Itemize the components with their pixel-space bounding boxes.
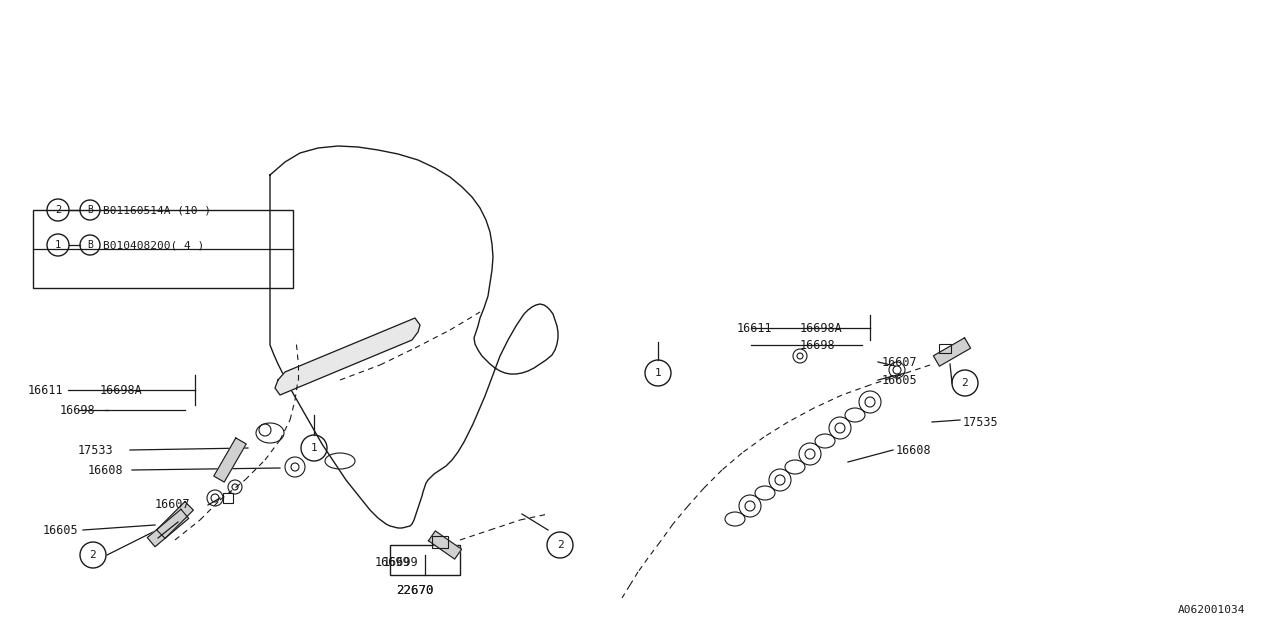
Text: 16607: 16607 — [882, 355, 918, 369]
Polygon shape — [214, 438, 246, 482]
Text: 16611: 16611 — [737, 321, 773, 335]
Bar — [390, 545, 460, 575]
Text: B: B — [87, 240, 93, 250]
Text: 17533: 17533 — [78, 444, 114, 456]
Text: 2: 2 — [961, 378, 969, 388]
Polygon shape — [270, 146, 558, 528]
Polygon shape — [933, 338, 970, 366]
Text: B010408200( 4 ): B010408200( 4 ) — [102, 240, 205, 250]
Text: 2: 2 — [557, 540, 563, 550]
Bar — [33, 210, 293, 288]
Text: 2: 2 — [90, 550, 96, 560]
Text: 16698: 16698 — [60, 403, 96, 417]
Polygon shape — [156, 502, 193, 538]
Text: 16608: 16608 — [896, 444, 932, 456]
Text: 16608: 16608 — [88, 463, 124, 477]
Text: 1: 1 — [311, 443, 317, 453]
Bar — [433, 536, 448, 548]
Text: 16698A: 16698A — [100, 383, 143, 397]
Text: 17535: 17535 — [963, 415, 998, 429]
Text: 1: 1 — [654, 368, 662, 378]
Text: 16698A: 16698A — [800, 321, 842, 335]
Text: 16607: 16607 — [155, 499, 191, 511]
Text: 2: 2 — [55, 205, 61, 215]
Text: 16698: 16698 — [800, 339, 836, 351]
Text: B: B — [87, 205, 93, 215]
Text: B01160514A (10 ): B01160514A (10 ) — [102, 205, 211, 215]
Bar — [223, 493, 233, 503]
Text: 16699: 16699 — [383, 557, 419, 570]
Text: 16699: 16699 — [375, 557, 411, 570]
Text: 22670: 22670 — [397, 584, 434, 596]
Text: 16605: 16605 — [44, 524, 78, 536]
Bar — [940, 344, 951, 353]
Polygon shape — [429, 531, 462, 559]
Text: 22670: 22670 — [397, 584, 434, 596]
Text: 1: 1 — [55, 240, 61, 250]
Text: 16611: 16611 — [28, 383, 64, 397]
Text: 16605: 16605 — [882, 374, 918, 387]
Text: A062001034: A062001034 — [1178, 605, 1245, 615]
Polygon shape — [275, 318, 420, 395]
Polygon shape — [147, 509, 188, 547]
